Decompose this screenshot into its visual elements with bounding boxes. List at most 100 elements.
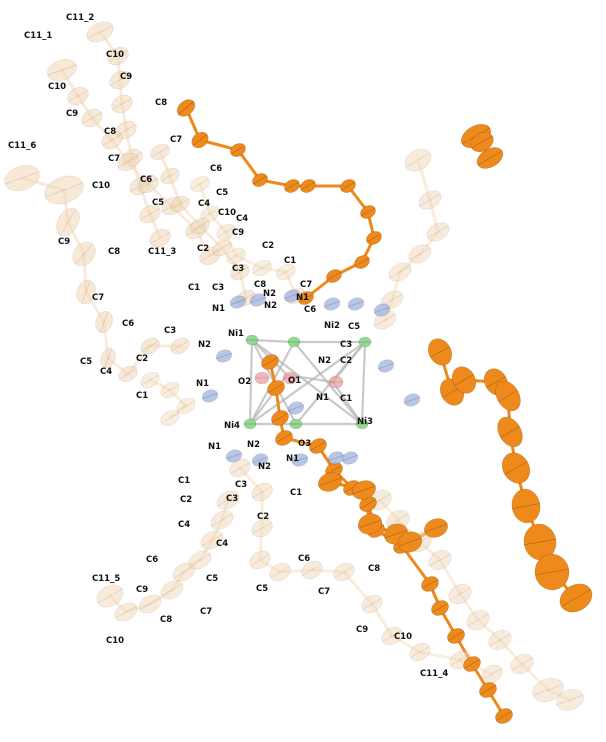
chain-c11-1-atom [101,130,123,150]
atom-label-c11-2: C11_2 [66,13,94,23]
chain-c11-4-atom-axis [511,657,533,671]
chain-orange-right-atom [534,553,570,591]
chain-c11-4-atom-axis [449,587,471,601]
chain-c10-atom-axis [201,208,219,220]
atom-label-c4-d: C4 [178,520,190,530]
chain-orange-right-atom-axis [535,568,569,576]
chain-c10-atom [200,205,220,223]
oxygen-atom [254,371,270,385]
chain-orange-right-atom [495,380,521,412]
chain-c11-1-atom [137,174,159,194]
group-orange-lower-atom-axis [398,537,422,547]
chain-lower-middle-atom-axis [482,668,502,680]
chain-orange-top-atom-axis [326,271,342,281]
chain-c11-6-atom-axis [60,208,76,236]
atom-label-n1-b: N1 [296,293,309,303]
atom-label-c11-1: C11_1 [24,31,52,41]
nickel-atom [358,336,372,348]
atom-label-n1-d: N1 [316,393,329,403]
chain-c10-atom [226,247,246,265]
chain-lower-middle-atom-axis [362,598,382,610]
chain-c11-6-atom [140,337,160,355]
chain-c11-1-atom-axis [82,112,102,124]
atom-label-c8-f: C8 [368,564,380,574]
chain-c10-atom [252,259,272,277]
atom-label-c10-b: C10 [48,82,66,92]
atom-label-c4-c: C4 [100,367,112,377]
chain-orange-right-atom [497,416,523,448]
nitrogen-atom-axis [230,298,246,306]
chain-c11-4-atom [428,549,452,571]
chain-upper-right-atom-axis [389,265,411,279]
group-orange-lower-atom [397,531,423,553]
chain-c11-3-atom-axis [151,146,169,158]
atom-label-c9-f: C9 [356,625,368,635]
chain-c11-5-atom-axis [217,493,239,507]
chain-c11-3-atom [212,239,232,257]
chain-orange-top-atom [366,231,382,245]
chain-orange-top-atom [298,291,314,305]
chain-c11-6-atom-axis [119,368,137,380]
atom-label-c3-c: C3 [164,326,176,336]
chain-lower-middle-atom [409,642,431,662]
atom-label-c1-d: C1 [340,394,352,404]
atom-label-c11-5: C11_5 [92,574,120,584]
nitrogen-atom-axis [284,292,300,300]
chain-c11-1-atom [47,58,77,82]
core-bond [248,338,254,426]
chain-orange-lower-atom-axis [432,603,448,613]
chain-c11-3-atom [230,263,250,281]
chain-orange-right-atom-axis [561,589,591,607]
atom-label-c2-d: C2 [340,356,352,366]
chain-c11-5-atom-axis [173,565,195,579]
chain-c11-5-atom [114,602,138,622]
nickel-atom [355,418,369,430]
chain-c10-atom [276,263,296,281]
chain-orange-lower-atom [309,438,327,454]
chain-orange-top-atom-axis [252,175,268,185]
chain-orange-lower-atom-axis [480,685,496,695]
chain-c11-6-atom [72,241,96,267]
chain-c11-2-atom-axis [112,98,132,110]
chain-orange-lower-atom [271,410,289,426]
chain-c11-5-atom [96,584,124,608]
chain-c11-2-atom-axis [87,25,113,39]
chain-orange-top-atom-axis [284,181,300,191]
atom-label-c11-4: C11_4 [420,669,448,679]
chain-c11-2-atom [149,228,171,248]
ring-left-atom-axis [161,412,179,424]
atom-label-c2-b: C2 [262,241,274,251]
chain-c10-atom [190,175,210,193]
chain-orange-top-atom-axis [300,181,316,191]
atom-label-ni4: Ni4 [224,421,240,431]
ring-left-atom-axis [141,374,159,386]
chain-orange-lower-atom-axis [422,579,438,589]
chain-c11-2-atom [111,94,133,114]
chain-orange-lower-atom [261,354,279,370]
atom-label-c2-f: C2 [257,512,269,522]
nitrogen-atom-axis [288,404,304,412]
nitrogen-atom-axis [342,454,358,462]
chain-orange-top-atom [191,131,209,149]
chain-orange-right-atom-axis [524,538,556,546]
nitrogen-atom [403,393,421,407]
chain-orange-top-atom-axis [178,101,194,115]
atom-label-n2-c: N2 [198,340,211,350]
chain-c11-2-atom-axis [110,74,130,86]
chain-c11-5-atom [216,490,240,510]
chain-c11-6-atom [118,365,138,383]
core-bond [331,340,367,384]
atom-label-c8-c: C8 [108,247,120,257]
nitrogen-atom-axis [202,392,218,400]
group-orange-lower-atom-axis [424,523,448,533]
chain-c11-3-atom [150,143,170,161]
chain-lower-middle-atom-axis [334,566,354,578]
nitrogen-atom [249,293,267,307]
chain-lower-middle-atom [249,550,271,570]
chain-lower-middle-atom [301,560,323,580]
chain-c11-2-atom [107,46,129,66]
chain-c11-5-atom-axis [189,553,211,567]
chain-lower-middle-atom-axis [410,646,430,658]
chain-orange-top-atom-axis [354,257,370,267]
chain-c11-2-atom [109,70,131,90]
